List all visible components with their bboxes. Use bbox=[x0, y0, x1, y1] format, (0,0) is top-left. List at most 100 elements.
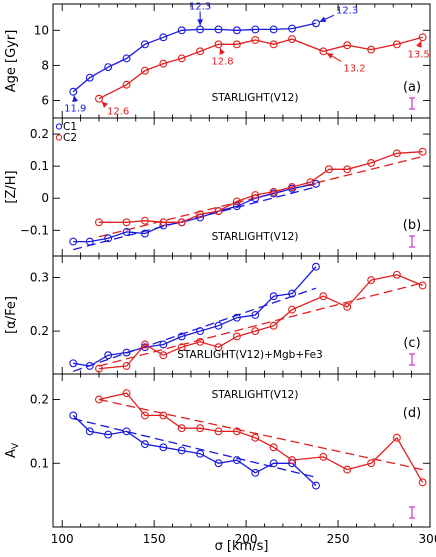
data-point bbox=[104, 234, 113, 243]
data-point bbox=[95, 94, 103, 103]
data-point bbox=[177, 332, 186, 341]
annotation-label: 13.2 bbox=[343, 63, 365, 74]
y-tick-label: 0.2 bbox=[30, 127, 49, 141]
data-point bbox=[69, 411, 78, 420]
panel-a: 6 8 10 Age [Gyr] 11.9 12.3 12.3 12.6 12.8 13.2 13.… bbox=[4, 1, 431, 119]
y-tick-label: 8 bbox=[41, 58, 49, 72]
data-point bbox=[319, 47, 328, 56]
panel-text: STARLIGHT(V12) bbox=[212, 231, 299, 243]
data-point bbox=[288, 24, 297, 33]
data-point bbox=[288, 183, 297, 191]
data-point bbox=[85, 362, 94, 370]
data-point bbox=[85, 427, 94, 436]
data-point bbox=[104, 63, 113, 72]
annotation-arrowhead bbox=[326, 53, 334, 59]
data-point bbox=[232, 456, 241, 465]
data-point bbox=[269, 40, 278, 49]
data-point bbox=[196, 337, 205, 346]
error-bar bbox=[409, 97, 415, 110]
data-point bbox=[418, 33, 427, 42]
y-tick-label: 0.3 bbox=[30, 270, 49, 284]
data-point bbox=[269, 187, 278, 196]
data-point bbox=[177, 218, 186, 227]
data-point bbox=[141, 40, 149, 49]
data-point bbox=[251, 25, 260, 34]
data-point bbox=[159, 33, 168, 42]
data-point bbox=[343, 165, 352, 174]
data-point bbox=[392, 40, 401, 49]
data-point bbox=[69, 359, 78, 368]
data-point bbox=[312, 481, 320, 490]
data-point bbox=[319, 292, 328, 301]
data-point bbox=[312, 179, 320, 188]
data-point bbox=[122, 362, 131, 370]
y-axis-label: Age [Gyr] bbox=[4, 30, 19, 93]
data-point bbox=[392, 433, 401, 442]
data-point bbox=[95, 395, 103, 404]
legend-label: C1 bbox=[63, 121, 77, 133]
y-axis-label: [α/Fe] bbox=[4, 296, 19, 334]
y-tick-label: 0.1 bbox=[30, 456, 49, 470]
y-tick-label: 0.2 bbox=[30, 324, 49, 338]
data-point bbox=[288, 35, 297, 44]
data-point bbox=[141, 411, 149, 420]
data-point bbox=[177, 26, 186, 35]
panel-label: (a) bbox=[403, 80, 421, 95]
data-point bbox=[269, 25, 278, 34]
annotation-label: 12.8 bbox=[211, 56, 233, 67]
data-point bbox=[214, 459, 223, 468]
data-point bbox=[392, 149, 401, 158]
panel-label: (b) bbox=[403, 218, 421, 233]
panel-text: STARLIGHT(V12) bbox=[212, 389, 299, 401]
data-point bbox=[122, 389, 131, 398]
panel-label: (c) bbox=[403, 336, 420, 351]
y-tick-label: 10 bbox=[34, 23, 49, 37]
data-point bbox=[312, 19, 320, 28]
data-point bbox=[214, 427, 223, 436]
y-tick-label: 6 bbox=[41, 93, 49, 107]
fit-line bbox=[98, 398, 423, 471]
data-point bbox=[177, 343, 186, 352]
data-point bbox=[159, 351, 168, 360]
data-point bbox=[343, 465, 352, 474]
data-point bbox=[232, 202, 241, 211]
data-point bbox=[196, 47, 205, 56]
annotation-arrowhead bbox=[101, 101, 109, 108]
series-line-2 bbox=[99, 151, 423, 223]
data-point bbox=[251, 191, 260, 199]
x-axis-label: σ [km/s] bbox=[215, 539, 269, 554]
data-point bbox=[196, 25, 205, 34]
data-point bbox=[343, 303, 352, 311]
data-point bbox=[122, 427, 131, 436]
legend-marker bbox=[55, 134, 63, 141]
y-axis-label-base: A bbox=[4, 449, 19, 458]
data-point bbox=[251, 433, 260, 442]
data-point bbox=[177, 424, 186, 433]
annotation-label: 12.6 bbox=[107, 107, 129, 118]
data-point bbox=[251, 311, 260, 319]
data-point bbox=[251, 468, 260, 477]
data-point bbox=[232, 40, 241, 49]
annotation-label: 12.3 bbox=[189, 1, 211, 12]
data-point bbox=[85, 237, 94, 246]
x-tick-label: 150 bbox=[143, 532, 166, 546]
series-line-1 bbox=[72, 414, 317, 487]
error-bar bbox=[409, 235, 415, 248]
data-point bbox=[251, 327, 260, 336]
y-axis-label: [Z/H] bbox=[4, 170, 19, 203]
y-tick-label: −0.1 bbox=[20, 223, 49, 237]
data-point bbox=[196, 424, 205, 433]
data-point bbox=[122, 348, 131, 357]
data-point bbox=[122, 80, 131, 89]
panel-text: STARLIGHT(V12) bbox=[212, 92, 299, 104]
panel-d: 0.1 0.2 AV STARLIGHT(V12) (d) 100 150 200 250 300… bbox=[4, 373, 436, 554]
data-point bbox=[232, 427, 241, 436]
data-point bbox=[269, 292, 278, 301]
panel-c: 0.2 0.3 [α/Fe] STARLIGHT(V12)+Mgb+Fe3 (c) bbox=[4, 255, 431, 375]
data-point bbox=[122, 54, 131, 63]
data-point bbox=[319, 452, 328, 461]
data-point bbox=[69, 87, 78, 96]
data-point bbox=[141, 66, 149, 75]
data-point bbox=[418, 281, 427, 290]
